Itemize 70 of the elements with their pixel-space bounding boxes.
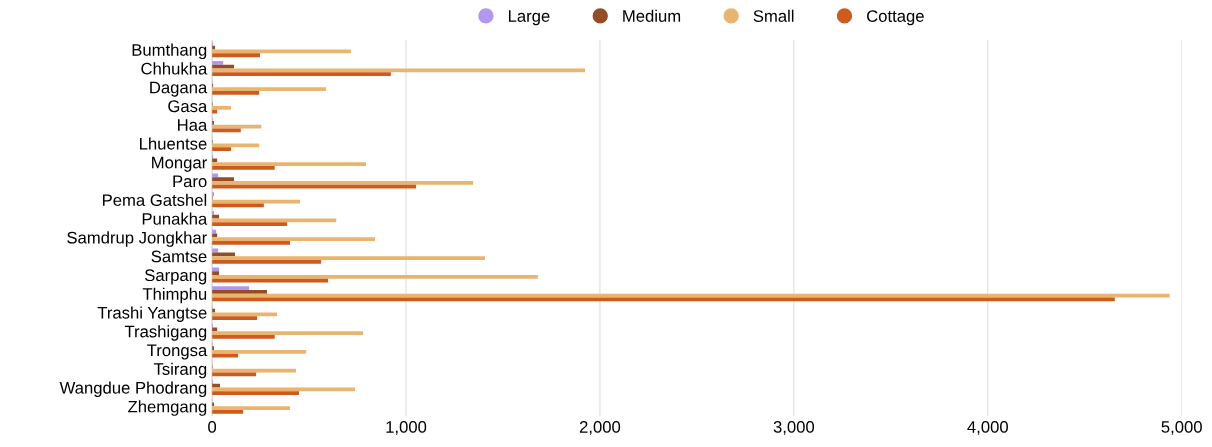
bar <box>212 383 221 388</box>
y-tick-label: Bumthang <box>132 43 207 60</box>
bar <box>212 410 244 414</box>
bar <box>212 256 485 260</box>
bar <box>212 90 260 95</box>
y-tick-label: Haa <box>178 119 208 131</box>
y-tick-label: Paro <box>173 175 207 188</box>
y-tick-label: Dagana <box>150 81 208 97</box>
bar <box>212 237 375 242</box>
bar <box>212 162 367 167</box>
x-tick-label: 3,000 <box>773 421 815 435</box>
y-tick-label: Samtse <box>151 250 207 263</box>
bar <box>212 214 220 219</box>
y-tick-label: Zhemgang <box>128 400 207 416</box>
bar <box>212 53 260 58</box>
bar <box>212 166 275 170</box>
y-tick-label: Samdrup Jongkhar <box>67 231 207 247</box>
y-tick-label: Mongar <box>152 156 207 172</box>
y-tick-label: Tsirang <box>153 362 207 379</box>
y-tick-label: Punakha <box>142 212 208 225</box>
y-tick-label: Sarpang <box>144 269 207 285</box>
bar <box>212 143 260 148</box>
bar <box>212 331 363 335</box>
bar <box>212 312 278 317</box>
x-tick-label: 2,000 <box>579 421 621 435</box>
y-tick-label: Chhukha <box>141 62 208 75</box>
bar <box>212 181 474 185</box>
x-tick-label: 0 <box>208 421 217 433</box>
y-tick-label: Trongsa <box>147 344 208 360</box>
y-tick-label: Pema Gatshel <box>103 193 207 207</box>
legend-label: Large <box>508 10 550 26</box>
y-tick-label: Thimphu <box>142 287 207 304</box>
bar <box>212 241 291 245</box>
y-tick-label: Trashi Yangtse <box>97 306 207 322</box>
x-tick-label: 4,000 <box>967 421 1008 435</box>
x-tick-label: 1,000 <box>386 421 427 435</box>
bar <box>212 105 231 110</box>
bar <box>212 68 586 73</box>
y-tick-label: Gasa <box>168 100 208 113</box>
bar <box>212 60 224 65</box>
bar <box>212 297 1115 302</box>
bar <box>212 286 250 290</box>
bar <box>212 353 239 358</box>
x-tick-label: 5,000 <box>1161 421 1202 435</box>
bar <box>212 72 391 76</box>
bar <box>212 289 267 294</box>
bar <box>212 87 327 91</box>
bar <box>212 350 307 354</box>
legend-label: Medium <box>623 9 681 22</box>
bar <box>212 271 220 275</box>
y-tick-label: Lhuentse <box>140 137 207 150</box>
bar <box>212 199 301 204</box>
bar <box>212 184 417 189</box>
bar <box>212 406 291 411</box>
y-tick-label: Wangdue Phodrang <box>59 381 207 398</box>
bar <box>212 334 275 339</box>
bar <box>212 177 235 182</box>
bar <box>212 259 322 264</box>
bar <box>212 147 232 151</box>
bar <box>212 316 258 320</box>
bar <box>212 391 299 396</box>
bar <box>212 368 297 373</box>
y-tick-label: Trashigang <box>124 325 207 341</box>
bar <box>212 274 538 279</box>
bar <box>212 222 288 227</box>
legend-label: Cottage <box>867 10 924 26</box>
legend-label: Small <box>753 9 794 22</box>
bar <box>212 267 220 272</box>
bar <box>212 252 235 257</box>
bar <box>212 128 241 133</box>
